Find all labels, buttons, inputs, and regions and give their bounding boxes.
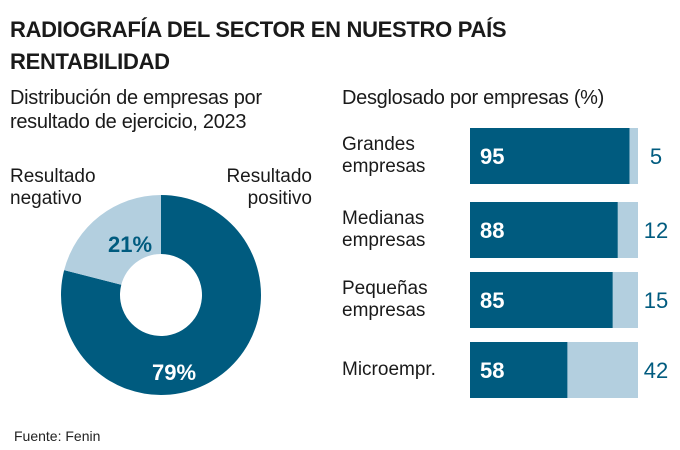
bar-value-positive-0: 95 bbox=[480, 144, 504, 169]
category-label-line: Grandes bbox=[342, 134, 415, 155]
bar-value-positive-1: 88 bbox=[480, 218, 504, 243]
source-note: Fuente: Fenin bbox=[14, 428, 101, 444]
bar-positive-0 bbox=[470, 128, 630, 184]
category-label: Medianas empresas bbox=[342, 208, 467, 252]
bar-negative-1 bbox=[617, 202, 638, 258]
category-label-line: Microempr. bbox=[342, 359, 436, 380]
legend-positive-label: Resultado positivo bbox=[200, 166, 312, 210]
category-label-line: empresas bbox=[342, 230, 426, 251]
bar-value-positive-2: 85 bbox=[480, 288, 504, 313]
bar-chart-title: Desglosado por empresas (%) bbox=[342, 87, 605, 109]
category-label: Microempr. bbox=[342, 359, 467, 381]
category-label-line: Medianas bbox=[342, 208, 425, 229]
bar-positive-2 bbox=[470, 272, 613, 328]
donut-slice-negative bbox=[64, 195, 161, 285]
bar-positive-3 bbox=[470, 342, 568, 398]
bar-positive-1 bbox=[470, 202, 618, 258]
category-label-line: empresas bbox=[342, 300, 426, 321]
bar-negative-2 bbox=[612, 272, 638, 328]
category-label: Grandes empresas bbox=[342, 134, 467, 178]
bar-value-positive-3: 58 bbox=[480, 358, 504, 383]
donut-chart-title: Distribución de empresas por resultado d… bbox=[10, 86, 340, 134]
positive-label-line-1: Resultado bbox=[226, 166, 312, 187]
donut-title-line-1: Distribución de empresas por bbox=[10, 87, 262, 109]
positive-label-line-2: positivo bbox=[247, 188, 312, 209]
subtitle: RENTABILIDAD bbox=[10, 49, 170, 74]
donut-title-line-2: resultado de ejercicio, 2023 bbox=[10, 111, 247, 133]
bar-value-negative-3: 42 bbox=[644, 358, 668, 383]
negative-label-line-1: Resultado bbox=[10, 166, 96, 187]
bar-negative-3 bbox=[567, 342, 638, 398]
category-label-line: Pequeñas bbox=[342, 278, 428, 299]
bar-value-negative-0: 5 bbox=[650, 144, 662, 169]
legend-negative-label: Resultado negativo bbox=[10, 166, 96, 210]
negative-label-line-2: negativo bbox=[10, 188, 82, 209]
bar-value-negative-2: 15 bbox=[644, 288, 668, 313]
category-label: Pequeñas empresas bbox=[342, 278, 467, 322]
donut-slice-positive bbox=[61, 195, 262, 395]
category-label-line: empresas bbox=[342, 156, 426, 177]
main-title: RADIOGRAFÍA DEL SECTOR EN NUESTRO PAÍS bbox=[10, 17, 507, 42]
donut-data-label-positive: 79% bbox=[152, 360, 196, 385]
bar-negative-0 bbox=[629, 128, 638, 184]
bar-value-negative-1: 12 bbox=[644, 218, 668, 243]
donut-data-label-negative: 21% bbox=[108, 232, 152, 257]
